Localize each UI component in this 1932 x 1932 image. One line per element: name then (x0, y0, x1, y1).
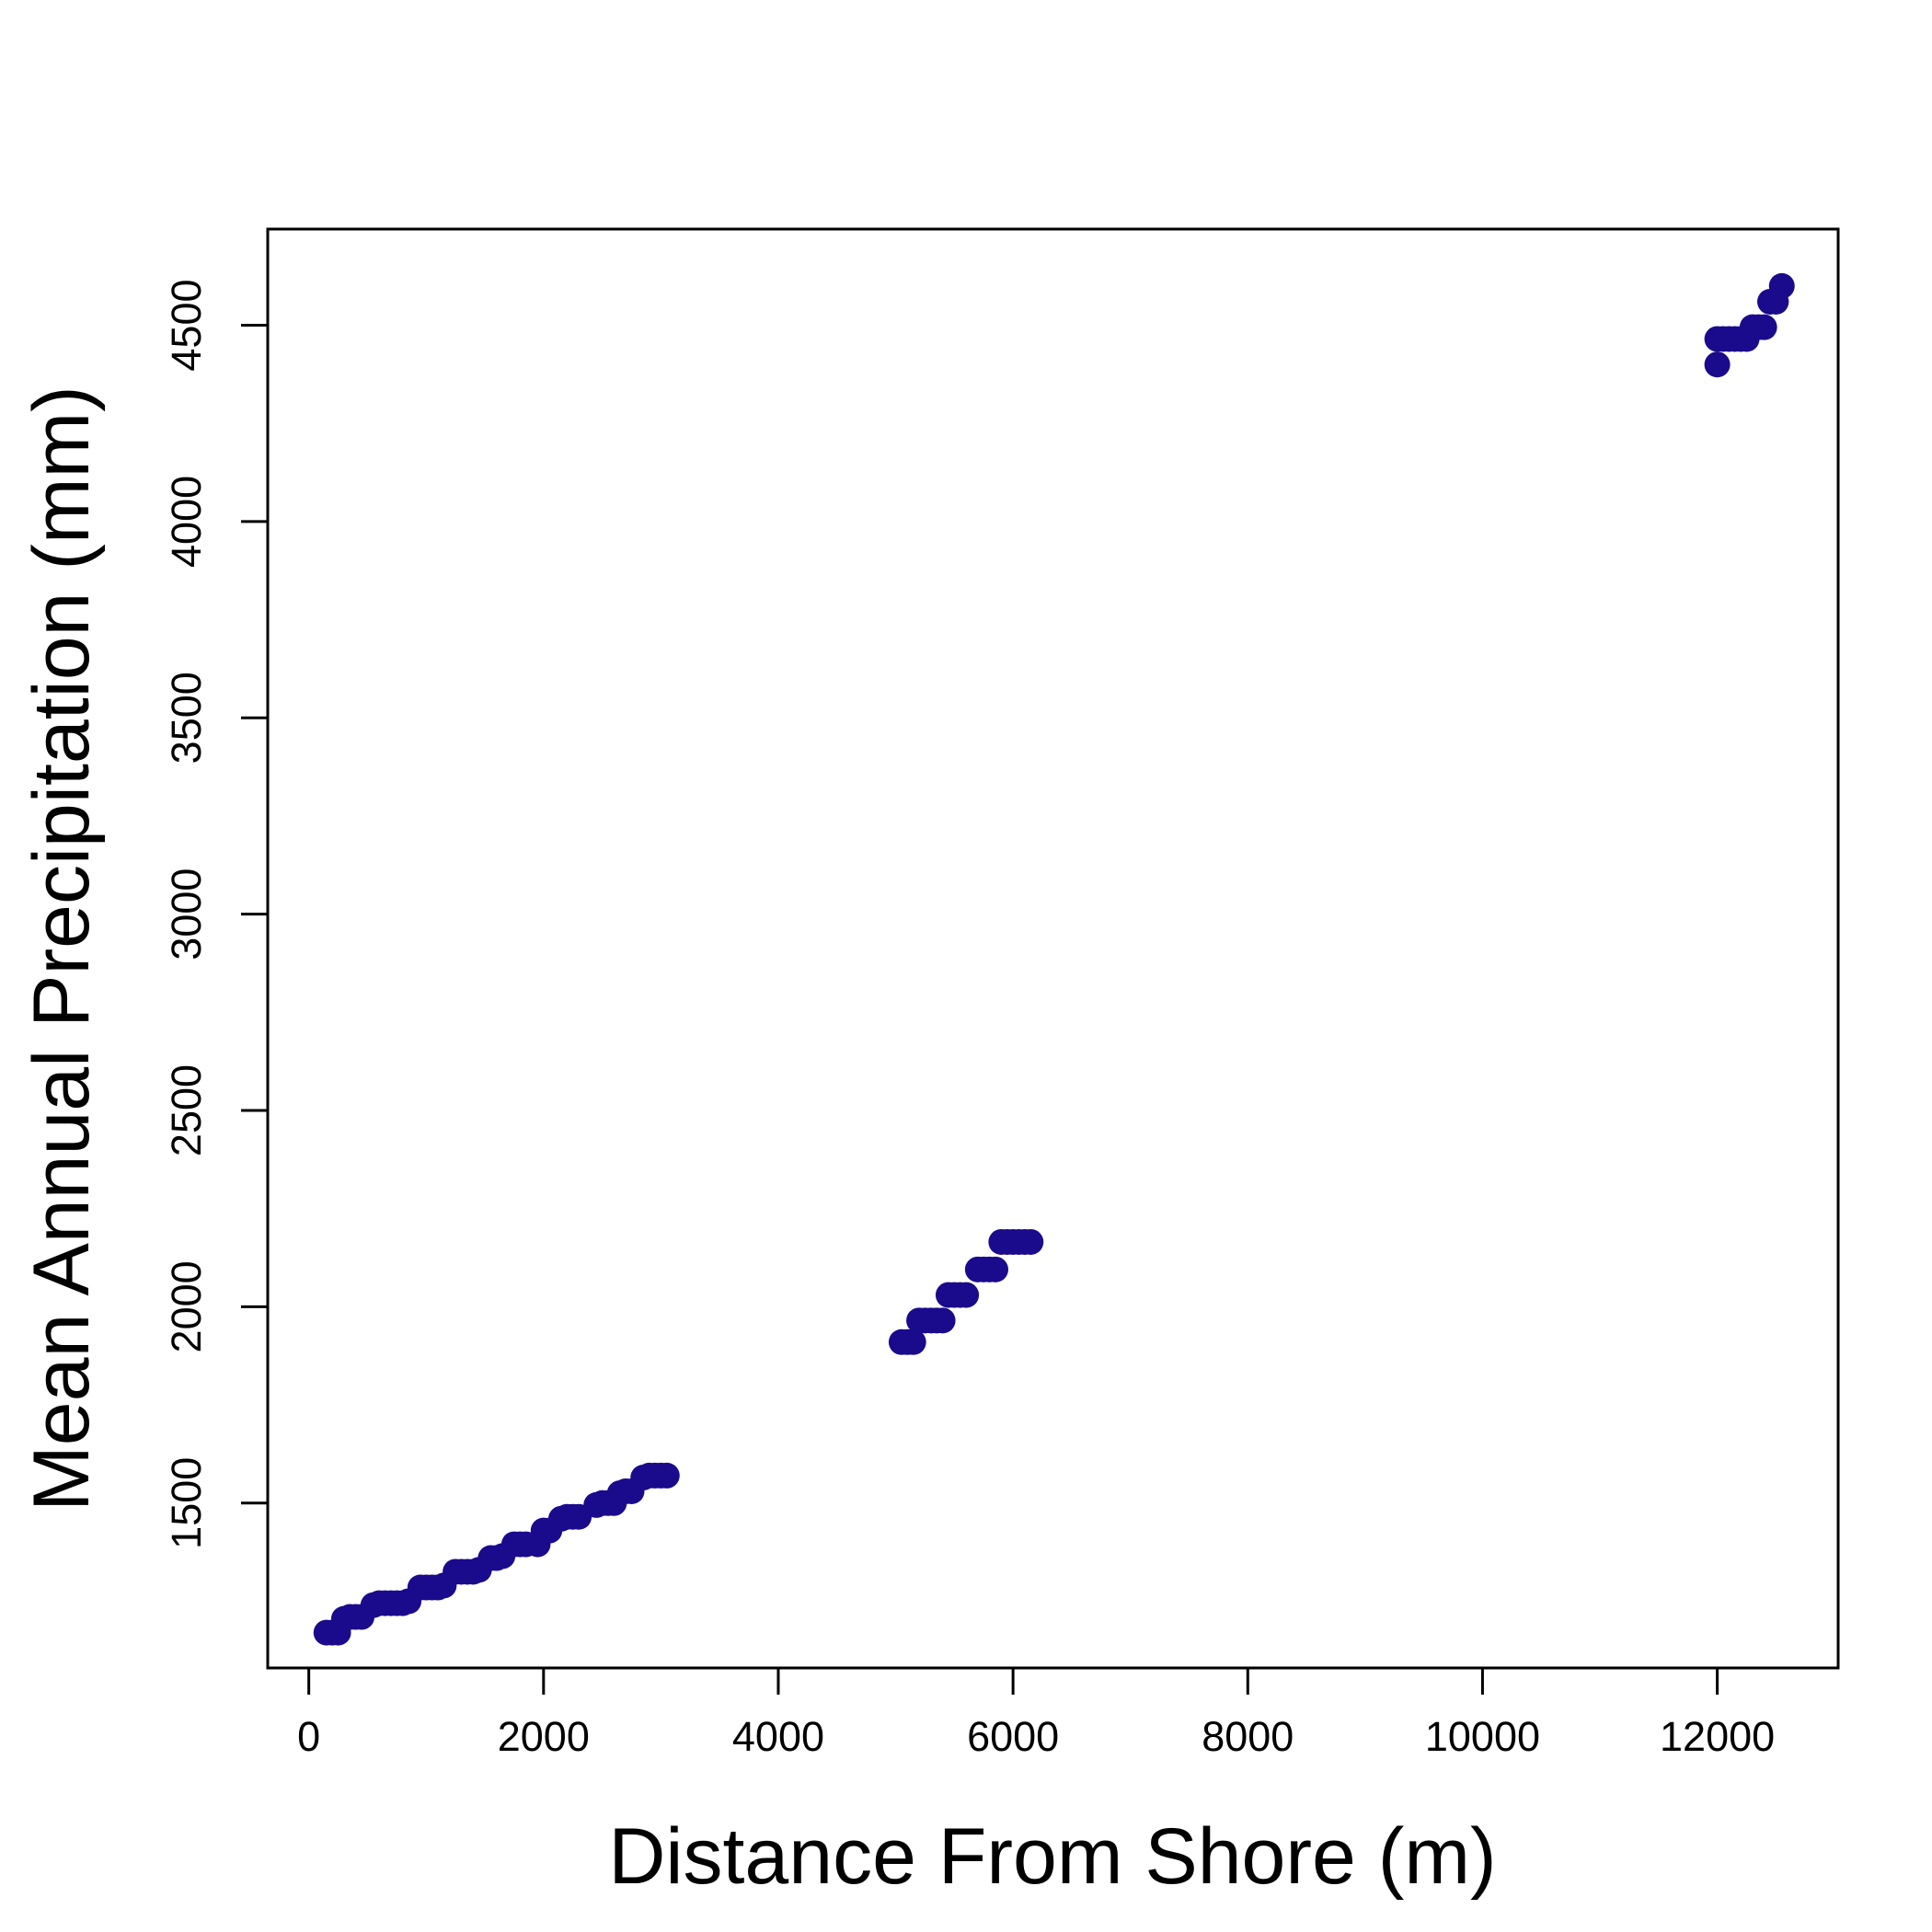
x-tick-label: 2000 (498, 1713, 590, 1760)
x-tick-label: 0 (297, 1713, 320, 1760)
x-tick-label: 10000 (1425, 1713, 1540, 1760)
y-tick-label: 3000 (163, 868, 210, 960)
data-point (929, 1307, 956, 1334)
y-tick-label: 1500 (163, 1457, 210, 1549)
data-points (313, 272, 1795, 1646)
y-tick-label: 4000 (163, 476, 210, 568)
data-point (1768, 272, 1795, 299)
y-tick-label: 4500 (163, 279, 210, 371)
data-point (900, 1328, 926, 1355)
x-tick-label: 12000 (1660, 1713, 1775, 1760)
y-tick-label: 3500 (163, 672, 210, 764)
data-point (953, 1282, 980, 1308)
y-axis: 1500 2000 2500 3000 3500 4000 4500 (163, 279, 270, 1549)
data-point (982, 1256, 1008, 1282)
x-axis-title: Distance From Shore (m) (608, 1812, 1496, 1901)
data-point (1751, 314, 1777, 340)
x-tick-label: 6000 (967, 1713, 1059, 1760)
data-point (653, 1462, 680, 1489)
y-tick-label: 2500 (163, 1064, 210, 1156)
plot-frame (266, 227, 1840, 1670)
x-axis: 0 2000 4000 6000 8000 10000 12000 (297, 1666, 1775, 1760)
y-tick-label: 2000 (163, 1260, 210, 1352)
x-tick-label: 4000 (732, 1713, 824, 1760)
data-point (1704, 351, 1731, 378)
y-axis-title: Mean Annual Precipitation (mm) (17, 385, 106, 1512)
x-tick-label: 8000 (1202, 1713, 1294, 1760)
data-point (1018, 1228, 1044, 1255)
